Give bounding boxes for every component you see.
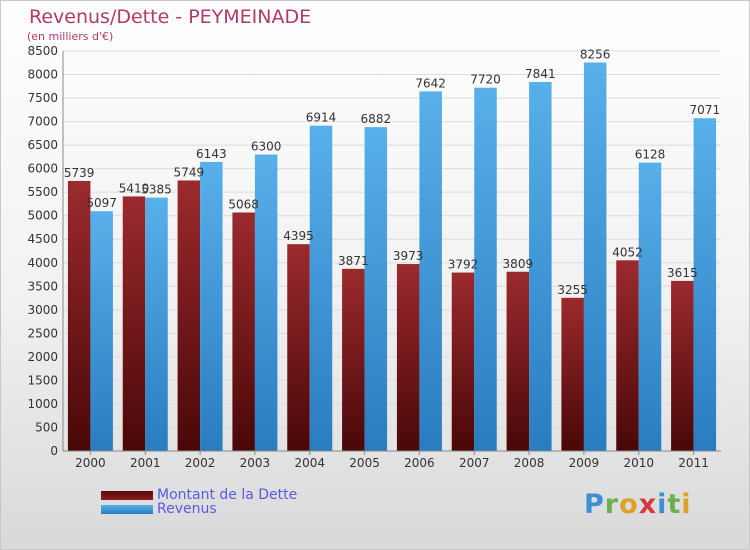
data-label-dette: 3255 xyxy=(557,283,588,297)
data-label-dette: 3809 xyxy=(503,257,534,271)
bar-revenus-2002 xyxy=(200,161,223,451)
data-label-revenus: 6143 xyxy=(196,147,227,161)
x-tick-label: 2005 xyxy=(349,456,380,470)
y-tick-label: 5500 xyxy=(27,185,58,199)
bar-revenus-2005 xyxy=(364,127,388,451)
legend-swatch-revenus xyxy=(101,504,153,514)
data-label-dette: 3973 xyxy=(393,249,424,263)
data-label-revenus: 8256 xyxy=(580,47,611,61)
bar-revenus-2009 xyxy=(583,62,607,451)
bar-revenus-2001 xyxy=(145,197,168,451)
bar-dette-2000 xyxy=(67,180,91,451)
bar-revenus-2004 xyxy=(309,125,333,452)
y-tick-label: 0 xyxy=(50,444,58,458)
data-label-revenus: 6882 xyxy=(361,112,392,126)
y-tick-label: 7500 xyxy=(27,91,58,105)
data-label-revenus: 6300 xyxy=(251,140,282,154)
bar-dette-2003 xyxy=(232,212,255,451)
x-tick-label: 2006 xyxy=(404,456,435,470)
bar-dette-2002 xyxy=(177,180,201,452)
grid xyxy=(63,50,721,452)
y-tick-label: 5000 xyxy=(27,209,58,223)
bar-dette-2009 xyxy=(561,297,584,451)
bar-revenus-2007 xyxy=(474,87,497,452)
bar-revenus-2011 xyxy=(693,118,717,451)
y-tick-label: 4500 xyxy=(27,232,58,246)
bar-revenus-2006 xyxy=(419,91,442,452)
y-tick-label: 8500 xyxy=(27,44,58,58)
bar-dette-2005 xyxy=(342,268,365,451)
data-label-revenus: 7071 xyxy=(690,103,721,117)
bar-dette-2004 xyxy=(287,244,310,451)
legend-item-revenus: Revenus xyxy=(101,501,217,517)
legend-label-revenus: Revenus xyxy=(157,501,217,517)
y-tick-label: 3000 xyxy=(27,303,58,317)
x-tick-label: 2010 xyxy=(623,456,654,470)
chart-subtitle: (en milliers d'€) xyxy=(27,30,114,43)
data-label-revenus: 7642 xyxy=(415,76,446,90)
data-label-revenus: 5385 xyxy=(141,183,172,197)
data-label-dette: 3871 xyxy=(338,254,369,268)
legend-label-dette: Montant de la Dette xyxy=(157,487,298,503)
bar-dette-2011 xyxy=(671,280,694,451)
legend-item-dette: Montant de la Dette xyxy=(101,487,297,503)
data-label-revenus: 6914 xyxy=(306,111,337,125)
x-tick-label: 2004 xyxy=(294,456,325,470)
x-tick-label: 2009 xyxy=(569,456,600,470)
bar-revenus-2008 xyxy=(529,82,552,451)
y-tick-label: 1500 xyxy=(27,373,58,387)
bar-revenus-2000 xyxy=(90,211,113,451)
data-label-dette: 5749 xyxy=(174,165,205,179)
x-tick-label: 2007 xyxy=(459,456,490,470)
y-tick-label: 1000 xyxy=(27,397,58,411)
data-label-dette: 4052 xyxy=(612,245,643,259)
x-tick-label: 2008 xyxy=(514,456,545,470)
data-label-dette: 5068 xyxy=(228,198,259,212)
y-tick-label: 6500 xyxy=(27,138,58,152)
legend-swatch-dette xyxy=(101,490,153,500)
y-tick-label: 2500 xyxy=(27,326,58,340)
x-tick-label: 2011 xyxy=(678,456,709,470)
y-tick-label: 8000 xyxy=(27,68,58,82)
y-tick-label: 2000 xyxy=(27,350,58,364)
x-tick-label: 2003 xyxy=(240,456,271,470)
bar-dette-2007 xyxy=(451,272,475,451)
bar-dette-2008 xyxy=(506,271,530,451)
chart-title: Revenus/Dette - PEYMEINADE xyxy=(29,6,312,28)
data-label-dette: 3792 xyxy=(448,258,479,272)
bar-revenus-2010 xyxy=(638,162,662,451)
data-label-revenus: 5097 xyxy=(86,196,117,210)
y-tick-label: 4000 xyxy=(27,256,58,270)
axes: 0 500 1000 1500 2000 2500 3000 3500 4000 4500 5000… xyxy=(27,44,721,470)
bar-dette-2010 xyxy=(616,260,639,451)
bar-revenus-2003 xyxy=(254,154,278,451)
proxiti-logo: Proxiti xyxy=(584,489,692,520)
y-tick-label: 3500 xyxy=(27,279,58,293)
x-tick-label: 2000 xyxy=(75,456,106,470)
y-tick-label: 7000 xyxy=(27,115,58,129)
data-label-dette: 4395 xyxy=(283,229,314,243)
data-label-revenus: 6128 xyxy=(635,148,666,162)
bar-dette-2006 xyxy=(396,264,420,451)
y-tick-label: 500 xyxy=(35,420,58,434)
data-label-dette: 5739 xyxy=(64,166,95,180)
x-tick-label: 2002 xyxy=(185,456,216,470)
x-tick-label: 2001 xyxy=(130,456,161,470)
data-label-dette: 3615 xyxy=(667,266,698,280)
bar-dette-2001 xyxy=(122,196,146,451)
data-label-dette: 5410 xyxy=(119,181,150,195)
data-label-revenus: 7720 xyxy=(470,73,501,87)
data-label-revenus: 7841 xyxy=(525,67,556,81)
y-tick-label: 6000 xyxy=(27,162,58,176)
